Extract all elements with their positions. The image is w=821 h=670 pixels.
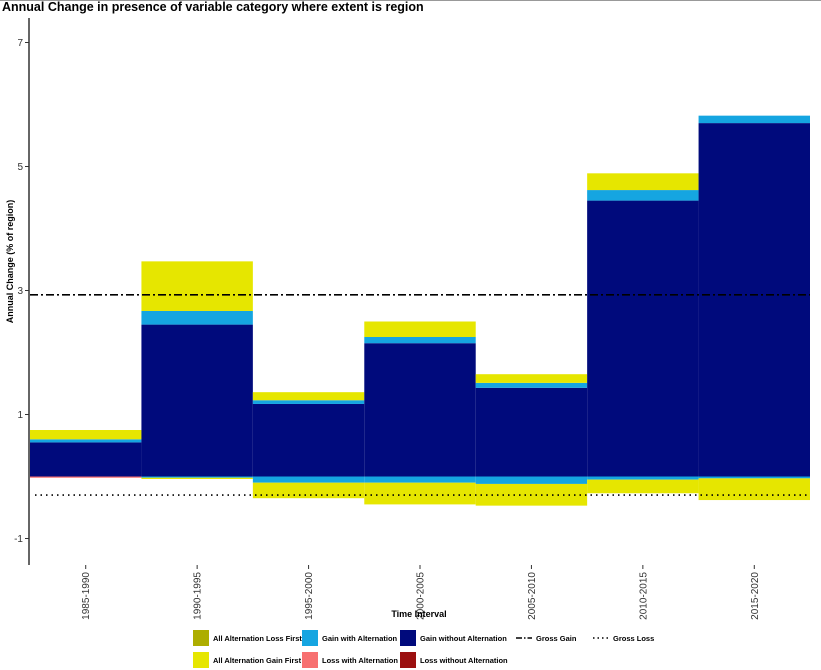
- bar-2015-2020-series-1: [698, 115, 810, 124]
- axes-group: -1 1 3 5 7 1985-1990 1990-1995 1995-2000 2000-20…: [14, 18, 761, 620]
- x-tick-label-1995-2000: 1995-2000: [304, 572, 315, 620]
- bar-2015-2020-series-6: [698, 478, 810, 501]
- y-tick-label-1: 1: [17, 410, 23, 421]
- bar-2015-2020-series-5: [698, 476, 810, 479]
- y-axis-label: Annual Change (% of region): [5, 200, 15, 324]
- bar-1990-1995-series-2: [141, 261, 253, 311]
- bar-2000-2005-series-6: [364, 482, 476, 505]
- bar-2005-2010-series-2: [475, 374, 588, 383]
- x-tick-label-1990-1995: 1990-1995: [193, 572, 204, 620]
- legend-key-loss-with-alternation: [302, 652, 318, 668]
- bar-1985-1990-series-4: [30, 476, 142, 478]
- legend-label-gain-without-alternation: Gain without Alternation: [420, 634, 507, 643]
- bar-1995-2000-series-5: [252, 476, 365, 483]
- bar-1990-1995-series-1: [141, 310, 253, 325]
- bar-2000-2005-series-0: [364, 343, 476, 477]
- bar-2000-2005-series-1: [364, 337, 476, 344]
- bars-group: [30, 115, 810, 506]
- x-tick-label-2005-2010: 2005-2010: [527, 572, 538, 620]
- x-tick-label-1985-1990: 1985-1990: [81, 572, 92, 620]
- legend-key-gain-without-alternation: [400, 630, 416, 646]
- bar-1985-1990-series-0: [30, 442, 142, 477]
- bar-2005-2010-series-0: [475, 387, 588, 477]
- legend-label-all-alternation-gain-first: All Alternation Gain First: [213, 656, 302, 665]
- reference-lines: [30, 294, 810, 496]
- bar-2010-2015-series-6: [587, 479, 699, 494]
- bar-1990-1995-series-0: [141, 324, 253, 477]
- legend: All Alternation Loss First Gain with Alte…: [193, 630, 654, 668]
- bar-1985-1990-series-2: [30, 430, 142, 440]
- x-tick-label-2015-2020: 2015-2020: [750, 572, 761, 620]
- y-tick-label-7: 7: [17, 38, 23, 49]
- bar-2010-2015-series-2: [587, 173, 699, 191]
- bar-1995-2000-series-2: [252, 392, 365, 401]
- legend-label-gross-loss: Gross Loss: [613, 634, 654, 643]
- bar-1995-2000-series-0: [252, 403, 365, 477]
- bar-1995-2000-series-6: [252, 482, 365, 499]
- bar-2005-2010-series-5: [475, 476, 588, 484]
- legend-label-loss-with-alternation: Loss with Alternation: [322, 656, 398, 665]
- bar-1995-2000-series-1: [252, 400, 365, 404]
- chart-title: Annual Change in presence of variable ca…: [2, 0, 424, 14]
- bar-2010-2015-series-5: [587, 476, 699, 480]
- y-tick-label-3: 3: [17, 286, 23, 297]
- bar-1990-1995-series-5: [141, 476, 253, 478]
- bar-1985-1990-series-1: [30, 439, 142, 443]
- legend-label-gain-with-alternation: Gain with Alternation: [322, 634, 398, 643]
- y-tick-label-5: 5: [17, 162, 23, 173]
- bar-2015-2020-series-0: [698, 123, 810, 477]
- legend-key-loss-without-alternation: [400, 652, 416, 668]
- legend-key-all-alternation-loss-first: [193, 630, 209, 646]
- bar-2010-2015-series-1: [587, 190, 699, 201]
- legend-key-all-alternation-gain-first: [193, 652, 209, 668]
- legend-label-all-alternation-loss-first: All Alternation Loss First: [213, 634, 302, 643]
- legend-key-gain-with-alternation: [302, 630, 318, 646]
- y-tick-label--1: -1: [14, 534, 23, 545]
- x-axis-label: Time Interval: [391, 609, 446, 619]
- legend-label-loss-without-alternation: Loss without Alternation: [420, 656, 508, 665]
- x-tick-label-2010-2015: 2010-2015: [638, 572, 649, 620]
- bar-2010-2015-series-0: [587, 200, 699, 477]
- bar-2005-2010-series-1: [475, 382, 588, 388]
- legend-label-gross-gain: Gross Gain: [536, 634, 577, 643]
- bar-1990-1995-series-6: [141, 477, 253, 479]
- x-tick-label-2000-2005: 2000-2005: [416, 572, 427, 620]
- bar-2000-2005-series-2: [364, 321, 476, 337]
- bar-2000-2005-series-5: [364, 476, 476, 483]
